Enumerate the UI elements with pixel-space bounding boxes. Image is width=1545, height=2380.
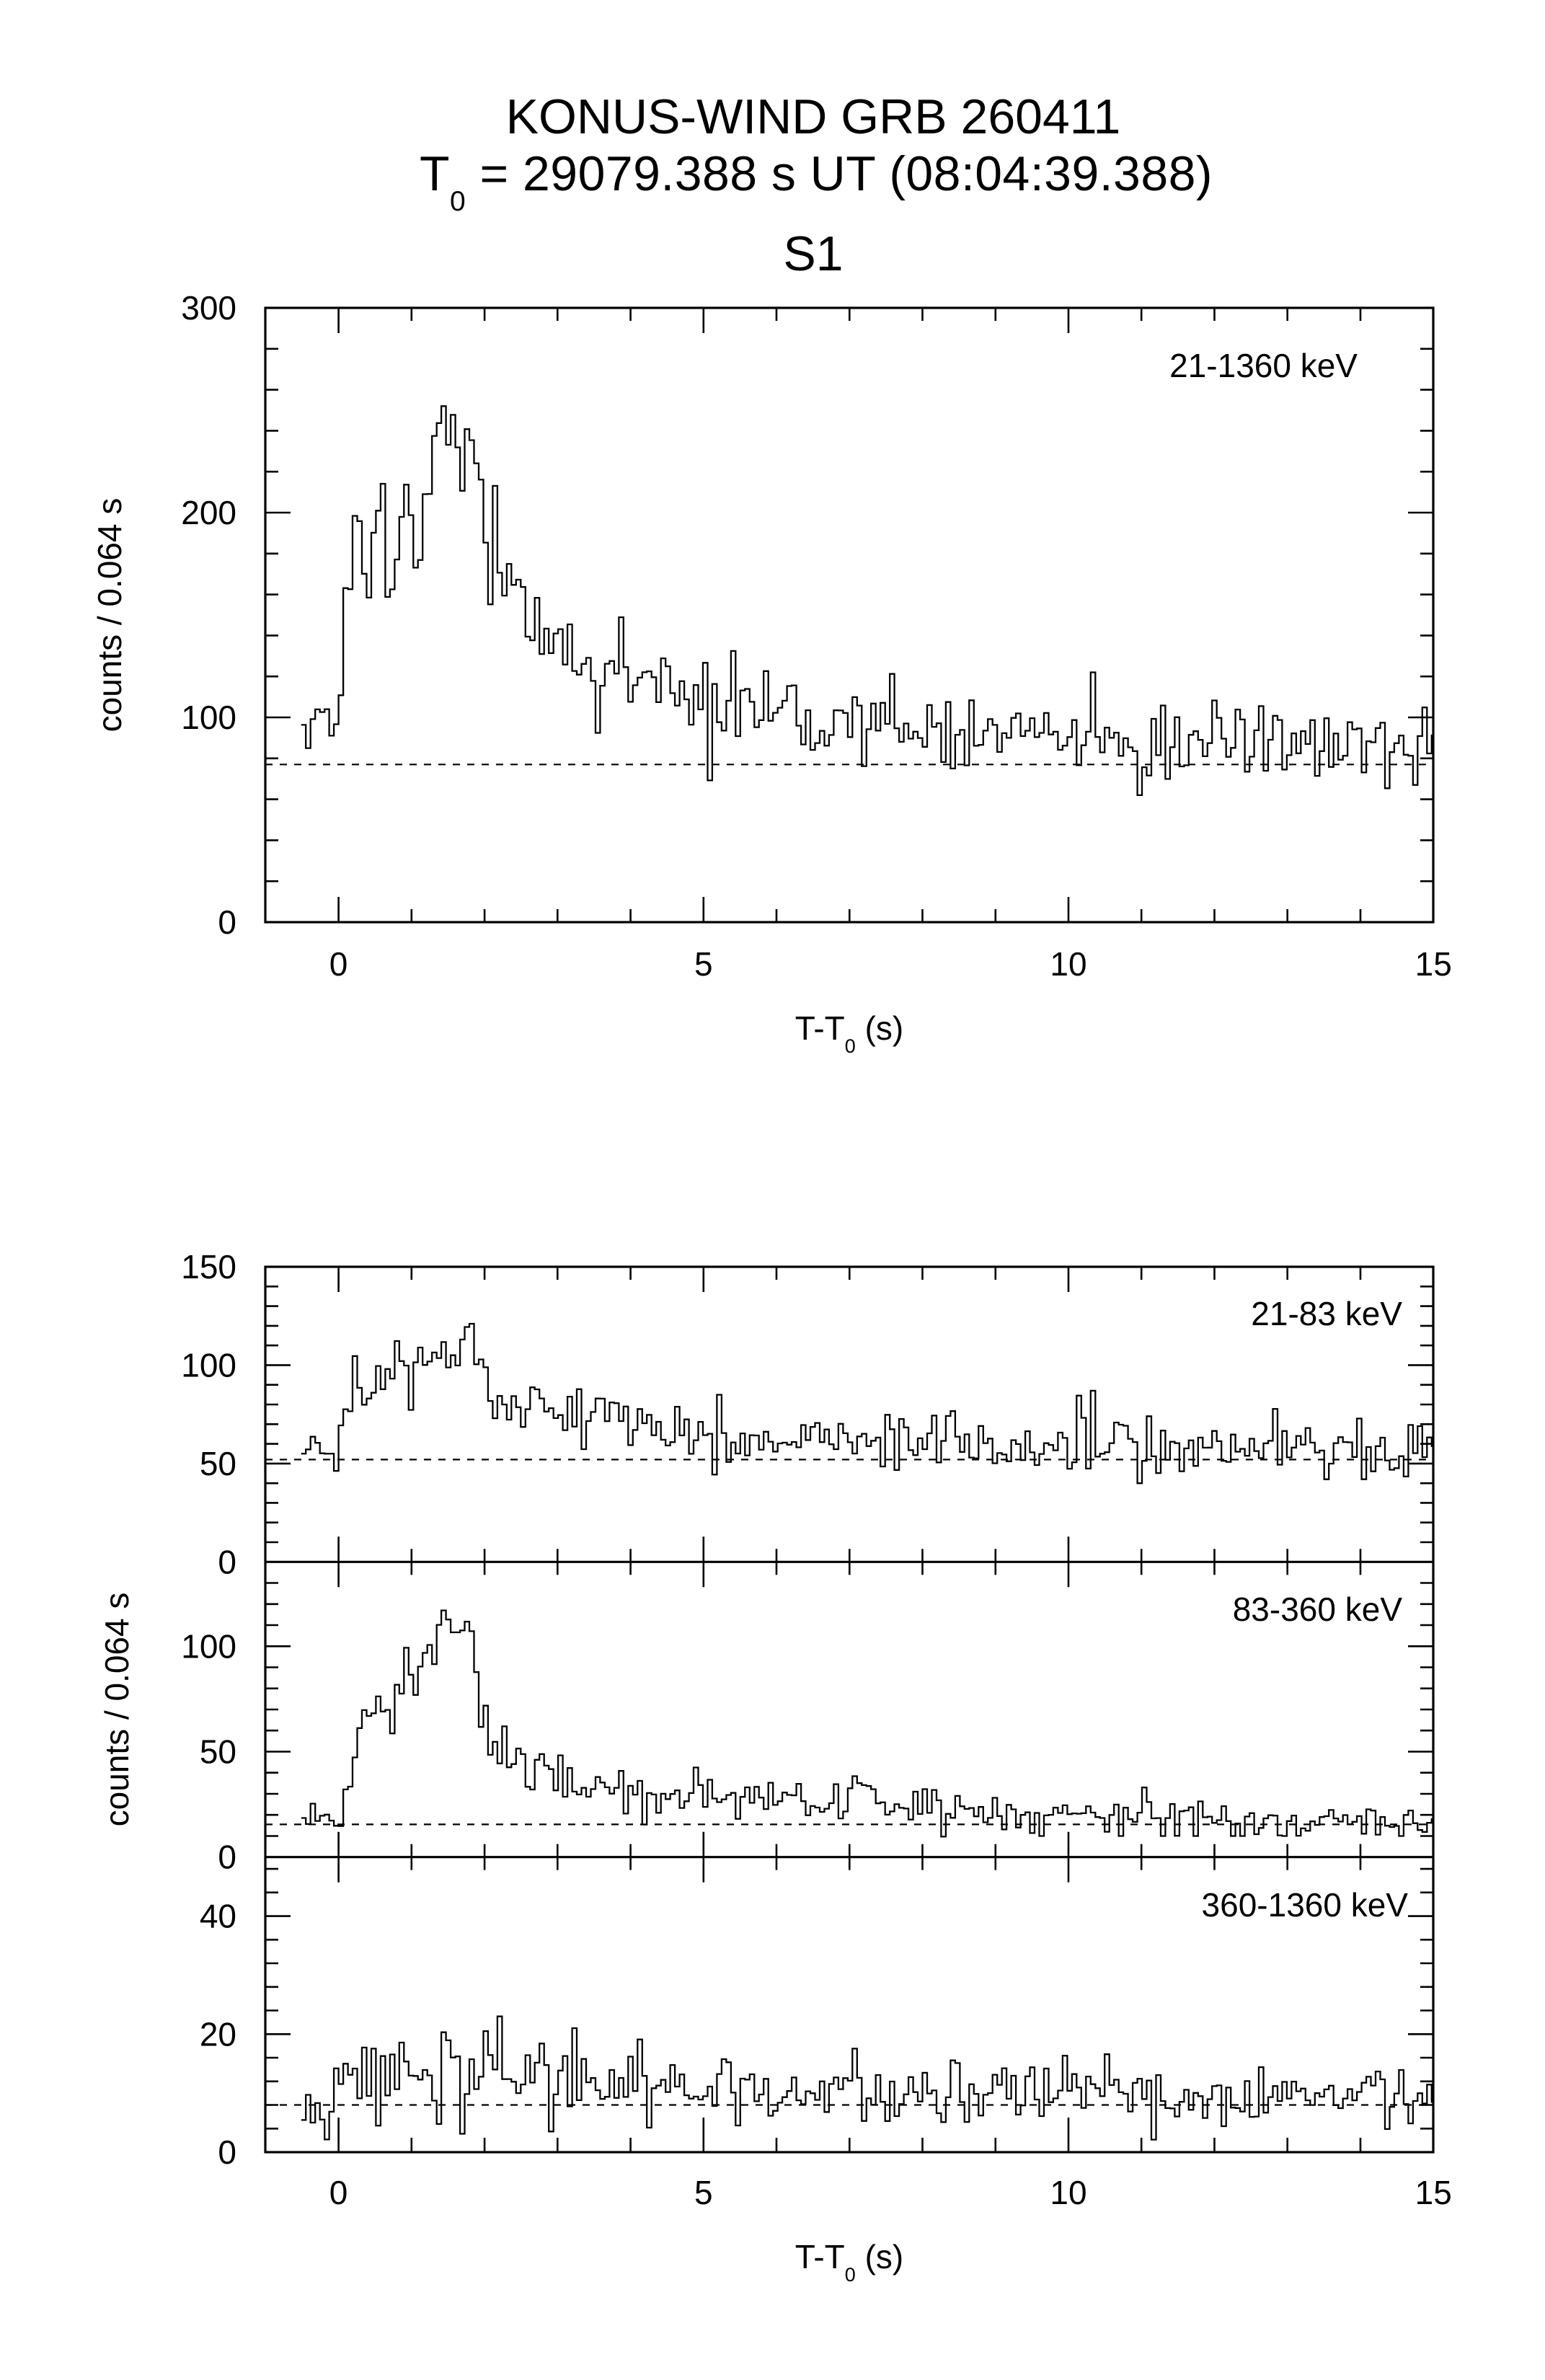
svg-text:15: 15 (1415, 945, 1452, 983)
svg-text:0: 0 (218, 2133, 236, 2171)
svg-text:0: 0 (218, 903, 236, 941)
svg-text:100: 100 (181, 699, 236, 736)
svg-text:counts / 0.064 s: counts / 0.064 s (91, 498, 128, 733)
svg-text:KONUS-WIND GRB 260411: KONUS-WIND GRB 260411 (506, 89, 1121, 144)
svg-text:0: 0 (329, 945, 348, 983)
svg-text:83-360 keV: 83-360 keV (1233, 1591, 1403, 1628)
svg-text:50: 50 (200, 1445, 236, 1482)
svg-text:100: 100 (181, 1627, 236, 1665)
svg-text:10: 10 (1050, 2174, 1086, 2211)
svg-text:0: 0 (329, 2174, 348, 2211)
svg-text:40: 40 (200, 1898, 236, 1935)
svg-text:10: 10 (1050, 945, 1086, 983)
svg-text:50: 50 (200, 1733, 236, 1771)
svg-text:S1: S1 (783, 226, 843, 281)
svg-text:300: 300 (181, 289, 236, 327)
svg-text:200: 200 (181, 494, 236, 531)
svg-text:15: 15 (1415, 2174, 1452, 2211)
svg-text:21-83 keV: 21-83 keV (1251, 1295, 1402, 1332)
svg-text:5: 5 (694, 2174, 713, 2211)
svg-text:360-1360 keV: 360-1360 keV (1202, 1886, 1409, 1924)
svg-text:5: 5 (694, 945, 713, 983)
svg-text:T0 = 29079.388 s UT (08:04:39.: T0 = 29079.388 s UT (08:04:39.388) (420, 146, 1213, 217)
svg-text:100: 100 (181, 1346, 236, 1384)
svg-text:0: 0 (218, 1839, 236, 1876)
svg-text:21-1360 keV: 21-1360 keV (1169, 347, 1358, 384)
svg-text:0: 0 (218, 1543, 236, 1580)
svg-text:20: 20 (200, 2015, 236, 2053)
svg-text:150: 150 (181, 1248, 236, 1286)
svg-text:counts / 0.064 s: counts / 0.064 s (98, 1593, 136, 1827)
